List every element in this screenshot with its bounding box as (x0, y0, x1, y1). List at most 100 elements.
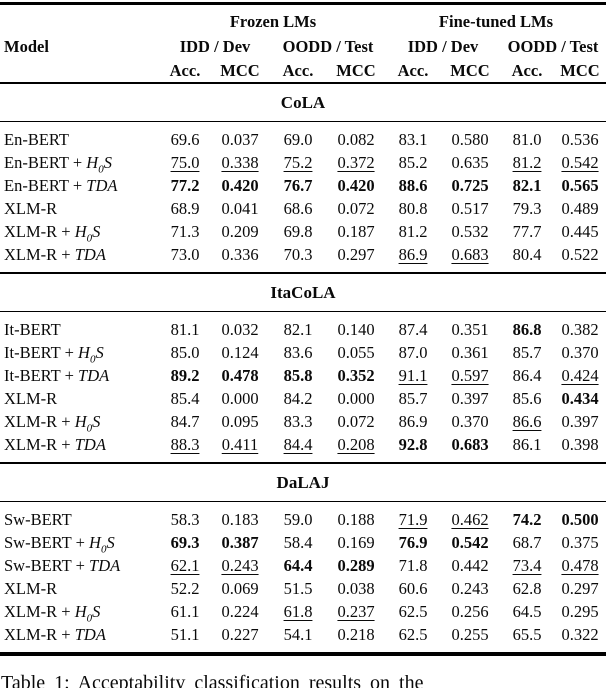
metric-cell: 0.542 (440, 533, 500, 553)
cell-value: 68.6 (283, 198, 313, 218)
table-row: XLM-R + H0S 71.3 0.209 69.8 0.187 81.2 0.532 77… (0, 220, 606, 244)
metric-cell: 85.0 (160, 343, 210, 363)
metric-cell: 87.4 (386, 320, 440, 340)
metric-cell: 0.255 (440, 625, 500, 645)
cell-value: 0.361 (451, 342, 489, 362)
cell-value: 69.6 (170, 129, 200, 149)
cell-value: 0.517 (451, 198, 489, 218)
cell-value: 0.183 (221, 509, 259, 529)
cell-value: 0.565 (561, 175, 599, 195)
cell-value: 86.8 (512, 319, 542, 339)
model-name: It-BERT + H0S (4, 342, 104, 365)
model-name: It-BERT (0, 320, 160, 340)
table-row: XLM-R + H0S 61.1 0.224 61.8 0.237 62.5 0.256 64… (0, 600, 606, 624)
cell-value: 0.351 (451, 319, 489, 339)
metric-cell: 0.224 (210, 602, 270, 622)
cell-value: 86.6 (512, 411, 542, 431)
model-name: XLM-R + H0S (4, 601, 101, 624)
metric-cell: 0.256 (440, 602, 500, 622)
metric-cell: 62.1 (160, 556, 210, 576)
cell-value: 73.0 (170, 244, 200, 264)
cell-value: 0.000 (221, 388, 259, 408)
metric-cell: 0.069 (210, 579, 270, 599)
cell-value: 0.322 (561, 624, 599, 644)
cell-value: 0.124 (221, 342, 259, 362)
cell-value: 69.3 (170, 532, 200, 552)
metric-cell: 0.382 (554, 320, 606, 340)
cell-value: 0.208 (337, 434, 375, 454)
metric-cell: 86.8 (500, 320, 554, 340)
metric-cell: 0.169 (326, 533, 386, 553)
table-row: Sw-BERT 58.3 0.183 59.0 0.188 71.9 0.462 74.2 0.… (0, 508, 606, 531)
metric-cell: 59.0 (270, 510, 326, 530)
model-base-name: XLM-R (4, 578, 58, 598)
metric-cell: 0.124 (210, 343, 270, 363)
cell-value: 0.420 (337, 175, 375, 195)
metric-cell: 81.1 (160, 320, 210, 340)
section-title-text: CoLA (280, 92, 326, 112)
model-name: En-BERT + H0S (4, 152, 112, 175)
metric-cell: 0.243 (440, 579, 500, 599)
metric-cell: 0.000 (210, 389, 270, 409)
metric-cell: 85.7 (386, 389, 440, 409)
model-base-name: It-BERT (4, 319, 61, 339)
metric-cell: 0.322 (554, 625, 606, 645)
section-title-itacola: ItaCoLA (0, 274, 606, 312)
cell-value: 62.5 (398, 624, 428, 644)
metric-cell: 81.0 (500, 130, 554, 150)
metric-cell: 0.397 (440, 389, 500, 409)
cell-value: 0.370 (561, 342, 599, 362)
top-rule (0, 2, 606, 5)
cell-value: 81.1 (170, 319, 200, 339)
model-name: XLM-R + H0S (4, 411, 101, 434)
cell-value: 85.0 (170, 342, 200, 362)
header-rule (0, 82, 606, 84)
table-row: XLM-R + TDA 73.0 0.336 70.3 0.297 86.9 0.683 80… (0, 243, 606, 266)
cell-value: 51.1 (170, 624, 200, 644)
cell-value: 84.7 (170, 411, 200, 431)
metric-cell: 62.5 (386, 602, 440, 622)
metric-cell: 89.2 (160, 366, 210, 386)
header-subgroup-row: Model IDD / Dev OODD / Test IDD / Dev OO… (0, 35, 606, 59)
metric-cell: 81.2 (500, 153, 554, 173)
cell-value: 0.542 (451, 532, 489, 552)
cell-value: 0.434 (561, 388, 599, 408)
metric-cell: 61.8 (270, 602, 326, 622)
metric-cell: 0.072 (326, 412, 386, 432)
metric-cell: 88.6 (386, 176, 440, 196)
model-name: XLM-R (0, 389, 160, 409)
cell-value: 0.140 (337, 319, 375, 339)
cell-value: 59.0 (283, 509, 313, 529)
col-metric-mcc: MCC (336, 60, 376, 80)
metric-cell: 0.420 (326, 176, 386, 196)
metric-cell: 0.517 (440, 199, 500, 219)
col-metric-mcc: MCC (560, 60, 600, 80)
model-name: XLM-R + TDA (4, 434, 106, 454)
cell-value: 65.5 (512, 624, 542, 644)
table-row: En-BERT + TDA 77.2 0.420 76.7 0.420 88.6 0.725… (0, 174, 606, 197)
cell-value: 0.227 (221, 624, 259, 644)
table-row: XLM-R + TDA 51.1 0.227 54.1 0.218 62.5 0.255 65… (0, 623, 606, 646)
cell-value: 88.6 (398, 175, 428, 195)
cell-value: 92.8 (398, 434, 428, 454)
table-row: En-BERT + H0S 75.0 0.338 75.2 0.372 85.2 0.635… (0, 151, 606, 175)
metric-cell: 0.297 (554, 579, 606, 599)
cell-value: 0.041 (221, 198, 259, 218)
metric-cell: 0.243 (210, 556, 270, 576)
metric-cell: 0.072 (326, 199, 386, 219)
metric-cell: 0.351 (440, 320, 500, 340)
model-name: XLM-R + H0S (4, 221, 101, 244)
cell-value: 0.209 (221, 221, 259, 241)
cell-value: 80.8 (398, 198, 428, 218)
cell-value: 0.397 (561, 411, 599, 431)
col-metric-acc: Acc. (169, 60, 201, 80)
model-base-name: Sw-BERT (4, 509, 72, 529)
cell-value: 0.522 (561, 244, 599, 264)
cell-value: 82.1 (283, 319, 313, 339)
cell-value: 85.8 (283, 365, 313, 385)
cell-value: 84.4 (283, 434, 313, 454)
cell-value: 84.2 (283, 388, 313, 408)
cell-value: 0.382 (561, 319, 599, 339)
metric-cell: 68.6 (270, 199, 326, 219)
cell-value: 79.3 (512, 198, 542, 218)
